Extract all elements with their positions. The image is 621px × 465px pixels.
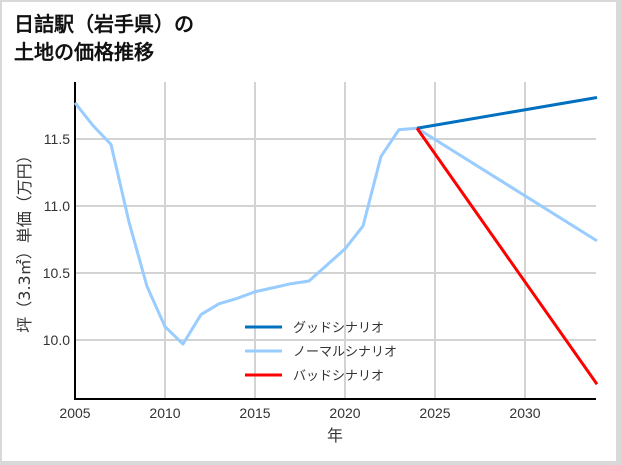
series-line <box>73 101 598 346</box>
chart-frame <box>2 2 616 461</box>
legend-label: ノーマルシナリオ <box>293 345 397 360</box>
series-line <box>416 95 598 130</box>
x-tick-label: 2030 <box>509 405 540 421</box>
y-axis-label: 坪（3.3㎡）単価（万円） <box>15 147 34 332</box>
x-tick-label: 2005 <box>59 405 90 421</box>
x-tick-label: 2010 <box>149 405 180 421</box>
x-tick-label: 2020 <box>329 405 360 421</box>
title-line-2: 土地の価格推移 <box>14 40 154 64</box>
x-axis-label: 年 <box>327 426 343 445</box>
y-tick-label: 10.5 <box>43 265 70 281</box>
y-tick-label: 11.5 <box>44 131 70 147</box>
series-line <box>415 127 599 386</box>
legend-label: グッドシナリオ <box>293 321 384 336</box>
chart-title: 日詰駅（岩手県）の 土地の価格推移 <box>14 10 194 66</box>
title-line-1: 日詰駅（岩手県）の <box>14 12 194 36</box>
legend-label: バッドシナリオ <box>293 369 384 384</box>
x-tick-label: 2025 <box>419 405 450 421</box>
x-tick-label: 2015 <box>239 405 270 421</box>
y-tick-label: 10.0 <box>43 332 70 348</box>
y-tick-label: 11.0 <box>44 198 70 214</box>
